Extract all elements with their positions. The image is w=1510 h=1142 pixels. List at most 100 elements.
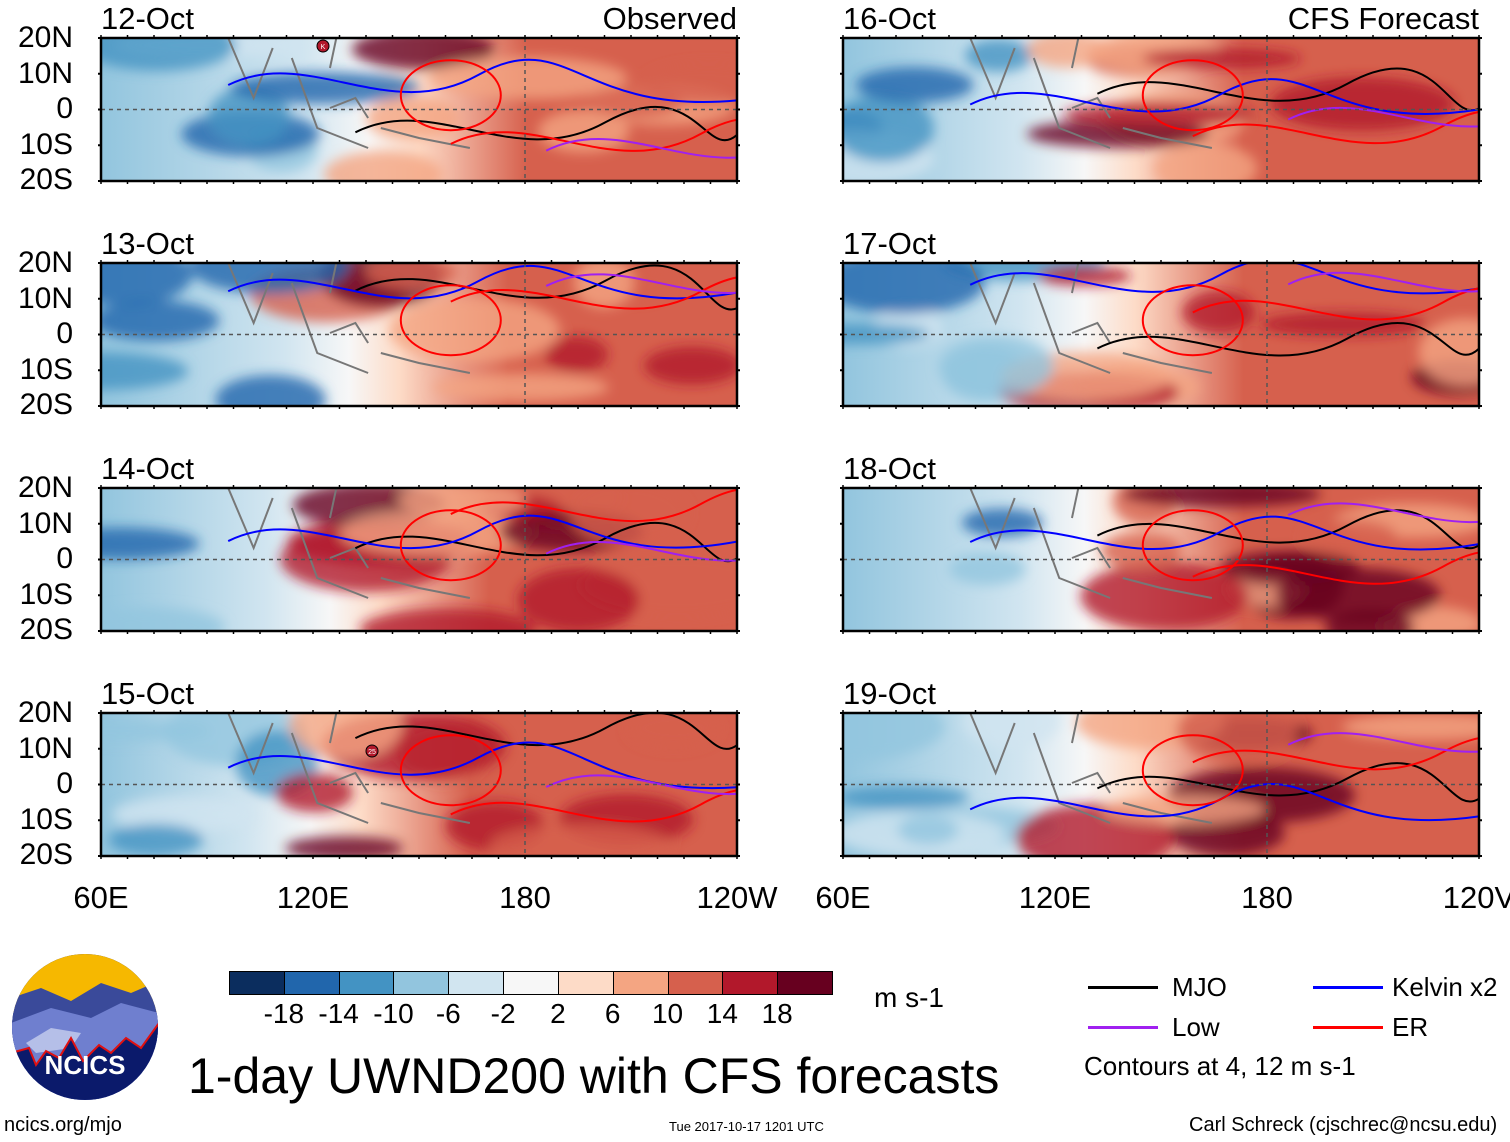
contour-line (969, 515, 1479, 551)
contour-line (399, 59, 502, 132)
map-panel (840, 35, 1482, 184)
contour-line (227, 741, 737, 790)
colorbar-label: -14 (318, 998, 359, 1029)
contour-line (1096, 509, 1479, 550)
panel-source-label: Observed (602, 1, 737, 36)
colorbar-swatch (338, 971, 395, 995)
lat-tick-label: 10N (17, 281, 73, 315)
colorbar-label: -2 (490, 998, 516, 1029)
panel-date: 18-Oct (843, 451, 937, 486)
storm-marker-label: K (321, 44, 326, 51)
panel-source-label: CFS Forecast (1287, 1, 1479, 36)
contour-line (545, 774, 737, 795)
contour-line (1192, 551, 1479, 585)
contour-line (227, 58, 737, 103)
panel-date: 17-Oct (843, 226, 937, 261)
contour-line (1287, 271, 1479, 293)
colorbar-label: 14 (706, 998, 738, 1029)
wind-shading (843, 713, 1479, 856)
footer-url[interactable]: ncics.org/mjo (4, 1114, 122, 1136)
colorbar-swatch (667, 971, 724, 995)
coastline (227, 263, 471, 374)
colorbar-swatch (503, 971, 559, 995)
panel-date: 12-Oct (101, 1, 195, 36)
map-panel: 25 (98, 710, 740, 859)
lat-tick-label: 0 (56, 767, 73, 800)
map-panel (840, 485, 1482, 634)
wind-shading (101, 263, 737, 406)
map-panel: K (98, 35, 740, 184)
contour-line (227, 514, 737, 549)
contour-line (227, 264, 737, 300)
legend-line-kelvin (1313, 986, 1383, 989)
lon-tick-label: 120V (1442, 880, 1510, 915)
lat-tick-label: 10S (19, 577, 73, 611)
legend-line-mjo (1088, 986, 1158, 989)
coastline (969, 38, 1213, 149)
coastline (227, 713, 471, 824)
lat-tick-label: 10N (17, 56, 73, 90)
lat-tick-label: 20S (19, 613, 73, 646)
colorbar-swatch (448, 971, 505, 995)
legend-label-mjo: MJO (1172, 972, 1227, 1002)
colorbar-swatch (229, 971, 285, 995)
contour-line (399, 509, 502, 582)
contour-line (1141, 59, 1244, 132)
legend-line-low (1088, 1026, 1158, 1029)
panel-date: 13-Oct (101, 226, 195, 261)
legend-line-er (1313, 1026, 1383, 1029)
colorbar-swatch (722, 971, 779, 995)
colorbar-swatch (557, 971, 614, 995)
contour-line (450, 489, 737, 530)
figure-title: 1-day UWND200 with CFS forecasts (188, 1048, 1000, 1104)
contour-line (399, 734, 502, 807)
contour-line (1287, 732, 1479, 753)
wind-shading (101, 488, 737, 631)
lat-tick-label: 20N (17, 21, 73, 54)
lat-tick-label: 20N (17, 471, 73, 504)
coastline (227, 38, 471, 149)
colorbar-label: -6 (435, 998, 461, 1029)
colorbar-swatch (777, 971, 833, 995)
wind-shading (843, 38, 1479, 181)
wind-shading (843, 488, 1479, 631)
coastline (969, 488, 1213, 599)
lon-tick-label: 120E (276, 880, 350, 915)
contour-line (545, 138, 737, 169)
contour-line (1287, 502, 1479, 523)
lat-tick-label: 10S (19, 127, 73, 161)
legend-label-kelvin: Kelvin x2 (1392, 972, 1498, 1002)
lat-tick-label: 20S (19, 388, 73, 421)
wind-shading (101, 38, 737, 181)
colorbar-label: 6 (604, 998, 621, 1029)
legend-label-er: ER (1392, 1012, 1429, 1042)
colorbar-swatch (393, 971, 450, 995)
lon-tick-label: 120W (696, 880, 778, 915)
contour-line (354, 106, 737, 142)
panel-date: 19-Oct (843, 676, 937, 711)
colorbar-label: -10 (373, 998, 414, 1029)
contour-line (545, 273, 737, 299)
lat-tick-label: 20S (19, 163, 73, 196)
lat-tick-label: 10S (19, 352, 73, 386)
map-panel (840, 710, 1482, 859)
contour-line (1141, 509, 1244, 582)
contour-line (969, 263, 1479, 295)
lat-tick-label: 10S (19, 802, 73, 836)
contour-line (399, 284, 502, 357)
colorbar-label: 18 (761, 998, 793, 1029)
contour-line (969, 78, 1479, 115)
contour-note: Contours at 4, 12 m s-1 (1084, 1051, 1356, 1081)
map-panel (98, 260, 740, 409)
coastline (969, 713, 1213, 824)
colorbar-swatch (612, 971, 669, 995)
panel-date: 14-Oct (101, 451, 195, 486)
coastline (969, 263, 1213, 374)
colorbar-label: -18 (263, 998, 305, 1029)
contour-line (450, 118, 737, 165)
map-panel (840, 260, 1482, 409)
colorbar-label: 2 (550, 998, 566, 1029)
wind-shading (843, 263, 1479, 406)
storm-marker-label: 25 (368, 749, 376, 756)
lon-tick-label: 120E (1018, 880, 1092, 915)
